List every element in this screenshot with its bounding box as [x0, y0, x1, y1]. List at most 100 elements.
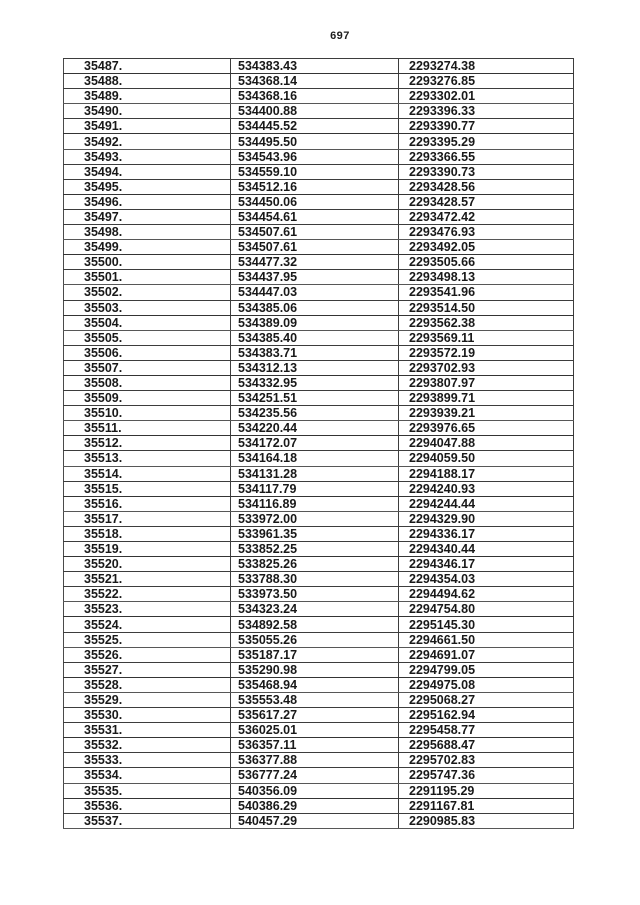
table-cell-northing: 2293274.38 [398, 57, 574, 75]
table-cell-northing: 2294975.08 [398, 676, 574, 693]
table-cell-easting: 534385.06 [230, 299, 399, 316]
table-row: 35521. 533788.30 2294354.03 [63, 571, 574, 588]
table-cell-northing: 2293807.97 [398, 374, 574, 392]
table-cell-northing: 2293505.66 [398, 254, 574, 271]
table-cell-id: 35490. [63, 103, 231, 120]
table-cell-id: 35501. [63, 269, 231, 286]
table-row: 35511. 534220.44 2293976.65 [63, 420, 574, 437]
table-cell-easting: 533788.30 [230, 571, 399, 588]
table-row: 35524. 534892.58 2295145.30 [63, 616, 574, 633]
table-cell-northing: 2293498.13 [398, 269, 574, 286]
table-cell-id: 35518. [63, 525, 231, 543]
table-cell-id: 35488. [63, 73, 231, 90]
table-cell-easting: 535553.48 [230, 691, 399, 709]
table-cell-easting: 534507.61 [230, 224, 399, 241]
table-cell-northing: 2294059.50 [398, 450, 574, 467]
table-row: 35503. 534385.06 2293514.50 [63, 299, 574, 316]
table-cell-northing: 2294244.44 [398, 495, 574, 512]
table-cell-northing: 2291167.81 [398, 797, 574, 814]
table-cell-easting: 534172.07 [230, 435, 399, 452]
table-cell-northing: 2294240.93 [398, 480, 574, 497]
table-cell-id: 35489. [63, 88, 231, 105]
table-row: 35535. 540356.09 2291195.29 [63, 782, 574, 799]
table-cell-easting: 534389.09 [230, 314, 399, 331]
table-row: 35502. 534447.03 2293541.96 [63, 284, 574, 301]
table-cell-easting: 535468.94 [230, 676, 399, 693]
table-cell-id: 35500. [63, 254, 231, 271]
table-cell-northing: 2293476.93 [398, 224, 574, 241]
table-cell-id: 35525. [63, 631, 231, 648]
table-cell-easting: 534220.44 [230, 420, 399, 437]
table-cell-northing: 2294340.44 [398, 540, 574, 558]
table-cell-id: 35534. [63, 767, 231, 784]
table-cell-easting: 534495.50 [230, 133, 399, 150]
table-cell-northing: 2293428.56 [398, 178, 574, 195]
table-cell-id: 35515. [63, 480, 231, 497]
table-cell-id: 35506. [63, 344, 231, 361]
table-cell-id: 35529. [63, 691, 231, 709]
table-cell-id: 35524. [63, 616, 231, 633]
table-row: 35488. 534368.14 2293276.85 [63, 73, 574, 90]
table-cell-id: 35528. [63, 676, 231, 693]
table-cell-easting: 534117.79 [230, 480, 399, 497]
table-cell-northing: 2293492.05 [398, 239, 574, 256]
table-row: 35499. 534507.61 2293492.05 [63, 239, 574, 256]
table-cell-id: 35487. [63, 57, 231, 75]
table-cell-easting: 533973.50 [230, 586, 399, 603]
table-cell-northing: 2294346.17 [398, 556, 574, 573]
table-cell-id: 35520. [63, 556, 231, 573]
table-cell-easting: 536357.11 [230, 737, 399, 754]
table-cell-northing: 2293569.11 [398, 329, 574, 346]
table-cell-northing: 2293899.71 [398, 390, 574, 407]
table-row: 35531. 536025.01 2295458.77 [63, 722, 574, 739]
table-cell-northing: 2293976.65 [398, 420, 574, 437]
table-cell-northing: 2295068.27 [398, 691, 574, 709]
table-cell-id: 35526. [63, 646, 231, 663]
table-cell-id: 35530. [63, 707, 231, 724]
table-cell-id: 35497. [63, 208, 231, 226]
table-cell-northing: 2293514.50 [398, 299, 574, 316]
table-row: 35512. 534172.07 2294047.88 [63, 435, 574, 452]
table-cell-northing: 2293395.29 [398, 133, 574, 150]
table-cell-easting: 534323.24 [230, 601, 399, 618]
page-number: 697 [330, 30, 350, 42]
table-cell-easting: 534400.88 [230, 103, 399, 120]
table-row: 35504. 534389.09 2293562.38 [63, 314, 574, 331]
table-row: 35496. 534450.06 2293428.57 [63, 193, 574, 210]
table-cell-id: 35512. [63, 435, 231, 452]
table-cell-easting: 535617.27 [230, 707, 399, 724]
table-cell-easting: 534332.95 [230, 374, 399, 392]
table-cell-northing: 2294354.03 [398, 571, 574, 588]
table-cell-id: 35532. [63, 737, 231, 754]
table-row: 35491. 534445.52 2293390.77 [63, 118, 574, 135]
table-row: 35500. 534477.32 2293505.66 [63, 254, 574, 271]
table-cell-northing: 2294754.80 [398, 601, 574, 618]
table-row: 35515. 534117.79 2294240.93 [63, 480, 574, 497]
table-row: 35518. 533961.35 2294336.17 [63, 525, 574, 543]
table-row: 35498. 534507.61 2293476.93 [63, 224, 574, 241]
table-row: 35530. 535617.27 2295162.94 [63, 707, 574, 724]
table-cell-northing: 2295458.77 [398, 722, 574, 739]
table-cell-id: 35533. [63, 752, 231, 769]
table-cell-easting: 534131.28 [230, 465, 399, 482]
table-cell-easting: 534543.96 [230, 148, 399, 165]
table-row: 35536. 540386.29 2291167.81 [63, 797, 574, 814]
table-row: 35497. 534454.61 2293472.42 [63, 208, 574, 226]
table-row: 35513. 534164.18 2294059.50 [63, 450, 574, 467]
table-cell-northing: 2293390.73 [398, 163, 574, 180]
table-cell-id: 35510. [63, 405, 231, 422]
table-body: 35487. 534383.43 2293274.38 35488. 534368.14… [63, 57, 574, 829]
table-cell-northing: 2293396.33 [398, 103, 574, 120]
table-cell-northing: 2291195.29 [398, 782, 574, 799]
table-row: 35528. 535468.94 2294975.08 [63, 676, 574, 693]
table-cell-northing: 2294494.62 [398, 586, 574, 603]
table-cell-easting: 534477.32 [230, 254, 399, 271]
table-cell-easting: 534251.51 [230, 390, 399, 407]
table-cell-northing: 2293428.57 [398, 193, 574, 210]
table-cell-id: 35513. [63, 450, 231, 467]
table-cell-easting: 534368.14 [230, 73, 399, 90]
table-row: 35534. 536777.24 2295747.36 [63, 767, 574, 784]
table-row: 35494. 534559.10 2293390.73 [63, 163, 574, 180]
table-cell-northing: 2293562.38 [398, 314, 574, 331]
table-cell-easting: 534437.95 [230, 269, 399, 286]
